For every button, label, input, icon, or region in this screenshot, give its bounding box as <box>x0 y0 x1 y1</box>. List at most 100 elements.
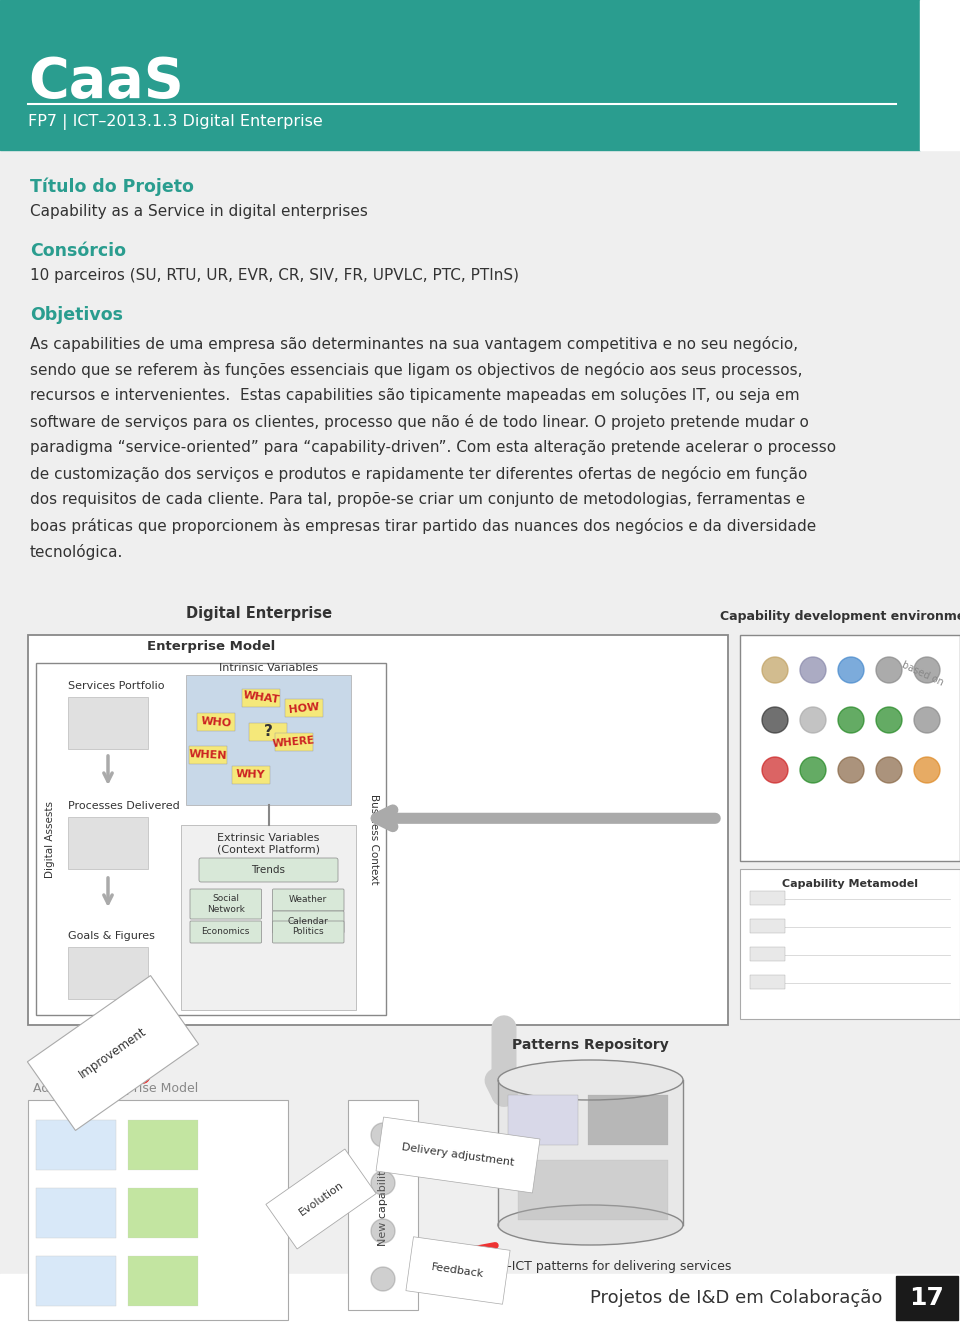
Text: Improvement: Improvement <box>77 1025 150 1081</box>
Circle shape <box>371 1171 395 1195</box>
Bar <box>28 635 728 1025</box>
Text: Politics: Politics <box>293 928 324 936</box>
Bar <box>36 664 386 1015</box>
Circle shape <box>914 707 940 732</box>
Text: paradigma “service-oriented” para “capability-driven”. Com esta alteração preten: paradigma “service-oriented” para “capab… <box>30 440 836 455</box>
FancyBboxPatch shape <box>273 888 344 911</box>
FancyBboxPatch shape <box>190 921 261 943</box>
Text: Delivery adjustment: Delivery adjustment <box>401 1142 515 1167</box>
Text: Weather: Weather <box>289 895 327 904</box>
Text: ICT & not-ICT patterns for delivering services: ICT & not-ICT patterns for delivering se… <box>449 1260 732 1273</box>
Bar <box>750 976 785 989</box>
Text: WHERE: WHERE <box>273 735 316 748</box>
Bar <box>348 1100 418 1310</box>
FancyBboxPatch shape <box>518 1159 668 1220</box>
FancyBboxPatch shape <box>197 713 235 731</box>
Text: 10 parceiros (SU, RTU, UR, EVR, CR, SIV, FR, UPVLC, PTC, PTInS): 10 parceiros (SU, RTU, UR, EVR, CR, SIV,… <box>30 268 519 283</box>
Circle shape <box>838 707 864 732</box>
Text: Business Context: Business Context <box>369 793 379 884</box>
Text: Economics: Economics <box>202 928 250 936</box>
Text: Goals & Figures: Goals & Figures <box>68 931 155 941</box>
Text: Services Portfolio: Services Portfolio <box>68 681 164 691</box>
Circle shape <box>762 707 788 732</box>
Text: based on: based on <box>900 660 945 687</box>
FancyBboxPatch shape <box>242 689 280 707</box>
Circle shape <box>914 758 940 783</box>
Text: tecnológica.: tecnológica. <box>30 543 124 561</box>
Text: Digital Assests: Digital Assests <box>45 801 55 878</box>
Text: WHEN: WHEN <box>188 750 228 761</box>
FancyBboxPatch shape <box>199 858 338 882</box>
Bar <box>750 947 785 961</box>
Circle shape <box>800 707 826 732</box>
Text: WHY: WHY <box>236 769 266 780</box>
FancyBboxPatch shape <box>68 817 148 869</box>
Circle shape <box>800 657 826 683</box>
Text: Evolution: Evolution <box>297 1181 346 1218</box>
Text: Extrinsic Variables
(Context Platform): Extrinsic Variables (Context Platform) <box>217 833 320 854</box>
Text: HOW: HOW <box>288 702 320 715</box>
Circle shape <box>876 707 902 732</box>
Text: Enterprise Model: Enterprise Model <box>147 640 276 653</box>
Circle shape <box>914 657 940 683</box>
Ellipse shape <box>498 1204 683 1245</box>
Text: Projetos de I&D em Colaboração: Projetos de I&D em Colaboração <box>589 1289 882 1307</box>
Circle shape <box>838 758 864 783</box>
Circle shape <box>371 1122 395 1147</box>
Bar <box>0 1274 960 1322</box>
Bar <box>740 635 960 861</box>
Text: de customização dos serviços e produtos e rapidamente ter diferentes ofertas de : de customização dos serviços e produtos … <box>30 465 807 483</box>
FancyBboxPatch shape <box>588 1095 668 1145</box>
Text: Social
Network: Social Network <box>206 894 245 914</box>
Text: Processes Delivered: Processes Delivered <box>68 801 180 810</box>
Bar <box>740 869 960 1019</box>
Bar <box>186 676 351 805</box>
Text: recursos e intervenientes.  Estas capabilities são tipicamente mapeadas em soluç: recursos e intervenientes. Estas capabil… <box>30 387 800 403</box>
Text: FP7 | ICT–2013.1.3 Digital Enterprise: FP7 | ICT–2013.1.3 Digital Enterprise <box>28 114 323 130</box>
FancyBboxPatch shape <box>128 1256 198 1306</box>
FancyBboxPatch shape <box>189 746 227 764</box>
Bar <box>0 149 960 1274</box>
Circle shape <box>371 1219 395 1243</box>
FancyBboxPatch shape <box>36 1188 116 1237</box>
FancyBboxPatch shape <box>68 947 148 999</box>
Bar <box>181 825 356 1010</box>
Circle shape <box>762 657 788 683</box>
Text: Adaptive Enterprise Model: Adaptive Enterprise Model <box>33 1081 199 1095</box>
Text: Capability development environment: Capability development environment <box>720 609 960 623</box>
Text: Trends: Trends <box>252 865 285 875</box>
FancyBboxPatch shape <box>190 888 261 919</box>
Text: 17: 17 <box>909 1286 945 1310</box>
Text: sendo que se referem às funções essenciais que ligam os objectivos de negócio ao: sendo que se referem às funções essencia… <box>30 362 803 378</box>
Circle shape <box>876 657 902 683</box>
Text: Capability Metamodel: Capability Metamodel <box>782 879 918 890</box>
Text: Digital Enterprise: Digital Enterprise <box>186 605 332 621</box>
FancyBboxPatch shape <box>249 723 287 742</box>
FancyBboxPatch shape <box>273 911 344 933</box>
Circle shape <box>838 657 864 683</box>
FancyBboxPatch shape <box>508 1095 578 1145</box>
Text: Objetivos: Objetivos <box>30 305 123 324</box>
Bar <box>750 919 785 933</box>
FancyBboxPatch shape <box>275 732 313 751</box>
Bar <box>28 1100 288 1319</box>
Text: Capability as a Service in digital enterprises: Capability as a Service in digital enter… <box>30 204 368 219</box>
FancyBboxPatch shape <box>128 1188 198 1237</box>
FancyBboxPatch shape <box>36 1256 116 1306</box>
Text: dos requisitos de cada cliente. Para tal, propõe-se criar um conjunto de metodol: dos requisitos de cada cliente. Para tal… <box>30 492 805 508</box>
Bar <box>750 891 785 906</box>
FancyBboxPatch shape <box>273 921 344 943</box>
Ellipse shape <box>498 1060 683 1100</box>
Text: ?: ? <box>264 724 273 739</box>
FancyBboxPatch shape <box>285 699 323 717</box>
Circle shape <box>762 758 788 783</box>
Text: WHO: WHO <box>201 715 231 728</box>
Text: CaaS: CaaS <box>28 56 183 108</box>
Circle shape <box>371 1266 395 1292</box>
Text: Consórcio: Consórcio <box>30 242 126 260</box>
Text: New capability: New capability <box>378 1163 388 1247</box>
Text: Calendar: Calendar <box>288 917 328 927</box>
Bar <box>920 0 960 149</box>
Circle shape <box>876 758 902 783</box>
Bar <box>896 1276 958 1319</box>
